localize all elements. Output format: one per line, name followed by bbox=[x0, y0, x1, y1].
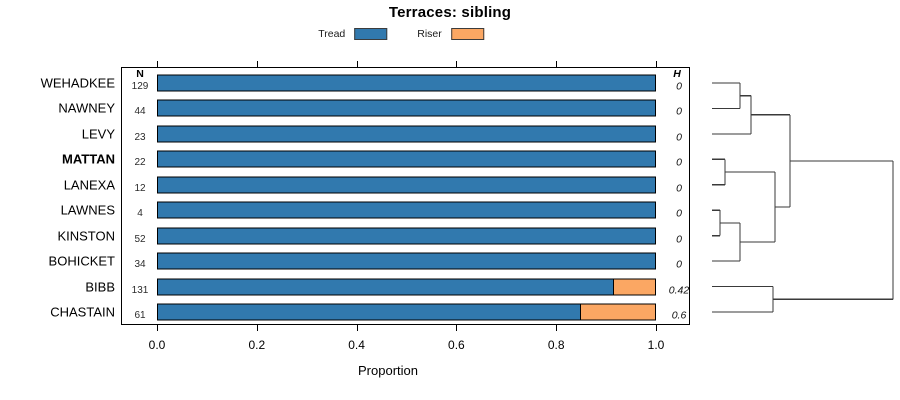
row-label-lawnes: LAWNES bbox=[60, 202, 115, 218]
x-tick-top bbox=[556, 61, 558, 67]
bar-segment-tread bbox=[158, 177, 655, 193]
x-tick-bottom bbox=[256, 325, 258, 331]
x-tick-top bbox=[256, 61, 258, 67]
x-tick-label: 0.6 bbox=[448, 338, 465, 352]
legend-item-riser: Riser bbox=[417, 28, 484, 40]
h-value: 0 bbox=[676, 105, 682, 118]
h-value: 0.6 bbox=[671, 309, 687, 322]
n-value: 22 bbox=[134, 157, 146, 169]
chart-title: Terraces: sibling bbox=[388, 4, 512, 21]
n-value: 34 bbox=[134, 259, 146, 271]
x-tick-bottom bbox=[656, 325, 657, 331]
bar-bohicket bbox=[157, 252, 656, 270]
h-value: 0 bbox=[676, 131, 682, 144]
bar-kinston bbox=[157, 227, 656, 245]
bar-segment-tread bbox=[158, 304, 581, 320]
row-label-kinston: KINSTON bbox=[57, 228, 115, 244]
h-column-header: H bbox=[673, 68, 681, 80]
x-tick-label: 1.0 bbox=[647, 338, 665, 352]
h-value: 0 bbox=[676, 207, 682, 220]
n-value: 23 bbox=[134, 131, 146, 143]
x-tick-top bbox=[356, 61, 358, 67]
n-value: 52 bbox=[134, 233, 146, 245]
plot-box bbox=[121, 67, 690, 325]
row-label-bohicket: BOHICKET bbox=[48, 253, 115, 269]
x-tick-top bbox=[456, 61, 458, 67]
n-value: 12 bbox=[134, 182, 146, 194]
n-value: 131 bbox=[131, 284, 149, 296]
bar-chastain bbox=[157, 303, 656, 321]
h-value: 0 bbox=[676, 233, 682, 246]
x-tick-bottom bbox=[556, 325, 558, 331]
row-label-bibb: BIBB bbox=[85, 279, 115, 295]
legend-swatch-riser bbox=[450, 28, 484, 40]
x-tick-label: 0.2 bbox=[248, 338, 266, 352]
bar-lanexa bbox=[157, 176, 656, 194]
x-tick-label: 0.8 bbox=[547, 338, 565, 352]
bar-segment-tread bbox=[158, 253, 655, 269]
x-tick-top bbox=[157, 61, 158, 67]
bar-bibb bbox=[157, 278, 656, 296]
legend-label-riser: Riser bbox=[417, 28, 442, 40]
bar-mattan bbox=[157, 150, 656, 168]
h-value: 0 bbox=[676, 80, 682, 93]
bar-nawney bbox=[157, 99, 656, 117]
bar-segment-riser bbox=[612, 279, 655, 295]
x-tick-bottom bbox=[356, 325, 358, 331]
x-tick-bottom bbox=[157, 325, 158, 331]
bar-segment-tread bbox=[158, 279, 613, 295]
n-value: 61 bbox=[134, 309, 146, 321]
bar-wehadkee bbox=[157, 74, 656, 92]
legend-label-tread: Tread bbox=[318, 28, 346, 40]
n-value: 44 bbox=[134, 106, 146, 118]
bar-segment-tread bbox=[158, 202, 655, 218]
n-value: 129 bbox=[131, 81, 149, 92]
bar-segment-tread bbox=[158, 75, 655, 91]
x-tick-bottom bbox=[456, 325, 458, 331]
bar-levy bbox=[157, 125, 656, 143]
h-value: 0.42 bbox=[668, 284, 690, 297]
row-label-lanexa: LANEXA bbox=[63, 177, 115, 193]
n-column-header: N bbox=[136, 68, 144, 80]
bar-segment-tread bbox=[158, 151, 655, 167]
legend-item-tread: Tread bbox=[318, 28, 388, 40]
row-label-mattan: MATTAN bbox=[62, 151, 115, 167]
row-label-chastain: CHASTAIN bbox=[50, 304, 115, 320]
row-label-wehadkee: WEHADKEE bbox=[40, 75, 115, 91]
row-label-levy: LEVY bbox=[81, 126, 115, 142]
h-value: 0 bbox=[676, 258, 682, 271]
x-tick-label: 0.4 bbox=[348, 338, 365, 352]
h-value: 0 bbox=[676, 182, 682, 195]
bar-segment-tread bbox=[158, 228, 655, 244]
bar-segment-tread bbox=[158, 126, 655, 142]
legend-swatch-tread bbox=[354, 28, 388, 40]
x-axis-label: Proportion bbox=[358, 363, 418, 378]
x-tick-top bbox=[656, 61, 657, 67]
bar-segment-tread bbox=[158, 100, 655, 116]
row-label-nawney: NAWNEY bbox=[58, 100, 115, 116]
legend: Tread Riser bbox=[318, 28, 484, 40]
bar-segment-riser bbox=[580, 304, 655, 320]
bar-lawnes bbox=[157, 201, 656, 219]
h-value: 0 bbox=[676, 156, 682, 169]
x-tick-label: 0.0 bbox=[148, 338, 166, 352]
n-value: 4 bbox=[137, 208, 143, 220]
